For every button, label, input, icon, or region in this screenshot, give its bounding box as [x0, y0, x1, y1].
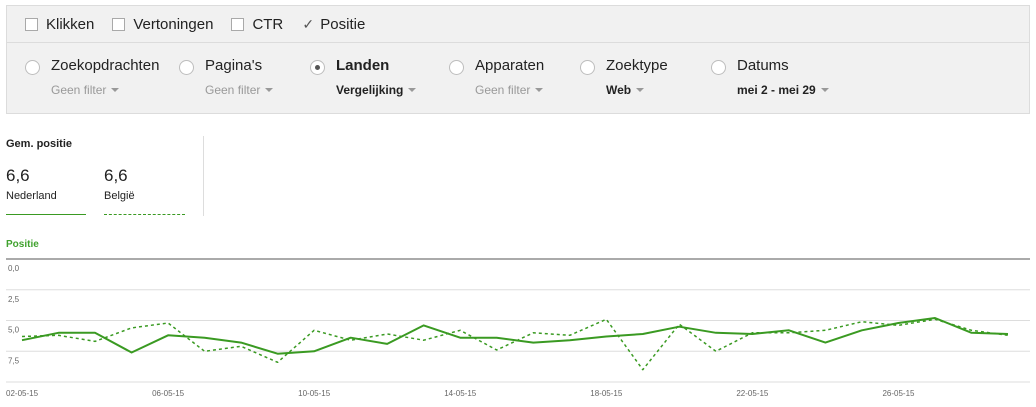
series-line-dashed-swatch — [104, 214, 185, 215]
x-tick-label: 06-05-15 — [152, 389, 185, 398]
filter-label: mei 2 - mei 29 — [737, 83, 816, 97]
dimension-filter-dropdown[interactable]: mei 2 - mei 29 — [737, 83, 829, 97]
caret-down-icon — [408, 87, 417, 92]
scorecard-belgie[interactable]: 6,6 België — [104, 166, 185, 215]
checkbox-unchecked-icon[interactable] — [112, 17, 126, 31]
dimension-label: Apparaten — [475, 57, 545, 74]
dimension-label: Zoekopdrachten — [51, 57, 160, 74]
y-tick-label: 5,0 — [8, 326, 20, 335]
scorecard-label: België — [104, 190, 135, 202]
x-tick-label: 26-05-15 — [882, 389, 915, 398]
radio-icon[interactable] — [179, 60, 194, 75]
dimension-filter-dropdown[interactable]: Geen filter — [51, 83, 120, 97]
caret-down-icon — [111, 87, 120, 92]
checkbox-unchecked-icon[interactable] — [231, 17, 245, 31]
checkmark-icon[interactable]: ✓ — [302, 15, 315, 32]
dimension-filter-dropdown[interactable]: Web — [606, 83, 645, 97]
chart-title: Positie — [6, 239, 39, 250]
caret-down-icon — [820, 87, 829, 92]
filter-label: Vergelijking — [336, 83, 404, 97]
caret-down-icon — [265, 87, 274, 92]
metric-position[interactable]: ✓ Positie — [301, 16, 365, 33]
dimension-label: Pagina's — [205, 57, 263, 74]
metric-bar: Klikken Vertoningen CTR ✓ Positie — [6, 5, 1030, 42]
dimension-label: Datums — [737, 57, 789, 74]
dimension-filter-dropdown[interactable]: Vergelijking — [336, 83, 417, 97]
scorecard-value: 6,6 — [104, 166, 128, 185]
metric-clicks[interactable]: Klikken — [25, 16, 94, 33]
filter-label: Geen filter — [205, 83, 261, 97]
checkbox-unchecked-icon[interactable] — [25, 17, 38, 31]
series-line-nederland — [21, 317, 1009, 355]
radio-selected-icon[interactable] — [310, 60, 325, 75]
metric-label: Positie — [320, 15, 366, 33]
scorecard-divider — [203, 136, 204, 216]
metric-label: CTR — [252, 15, 284, 33]
y-tick-label: 2,5 — [8, 295, 20, 304]
y-tick-label: 0,0 — [8, 264, 20, 273]
y-tick-label: 7,5 — [8, 356, 20, 365]
caret-down-icon — [636, 87, 645, 92]
x-tick-label: 14-05-15 — [444, 389, 477, 398]
dimension-filter-dropdown[interactable]: Geen filter — [205, 83, 274, 97]
filter-label: Geen filter — [475, 83, 531, 97]
metric-label: Klikken — [46, 15, 95, 33]
scorecard-label: Nederland — [6, 190, 57, 202]
position-line-chart[interactable]: 0,0 2,5 5,0 7,5 02-05-15 06-05-15 10-05-15 14-0… — [0, 255, 1036, 405]
x-tick-label: 02-05-15 — [6, 389, 39, 398]
dimension-filter-dropdown[interactable]: Geen filter — [475, 83, 544, 97]
x-tick-label: 18-05-15 — [590, 389, 623, 398]
x-tick-label: 10-05-15 — [298, 389, 331, 398]
scorecard-nederland[interactable]: 6,6 Nederland — [6, 166, 86, 215]
radio-icon[interactable] — [711, 60, 726, 75]
scorecard-title: Gem. positie — [6, 138, 73, 150]
dimension-label: Zoektype — [606, 57, 668, 74]
scorecard-value: 6,6 — [6, 166, 30, 185]
metric-impressions[interactable]: Vertoningen — [112, 16, 213, 33]
radio-icon[interactable] — [580, 60, 595, 75]
series-line-solid-swatch — [6, 214, 86, 215]
radio-icon[interactable] — [449, 60, 464, 75]
dimension-bar: Zoekopdrachten Geen filter Pagina's Geen… — [6, 42, 1030, 114]
caret-down-icon — [535, 87, 544, 92]
radio-icon[interactable] — [25, 60, 40, 75]
filter-label: Geen filter — [51, 83, 107, 97]
x-tick-label: 22-05-15 — [736, 389, 769, 398]
metric-ctr[interactable]: CTR — [231, 16, 283, 33]
dimension-label: Landen — [336, 57, 390, 74]
series-line-belgi — [21, 318, 1009, 371]
filter-label: Web — [606, 83, 632, 97]
metric-label: Vertoningen — [133, 15, 214, 33]
